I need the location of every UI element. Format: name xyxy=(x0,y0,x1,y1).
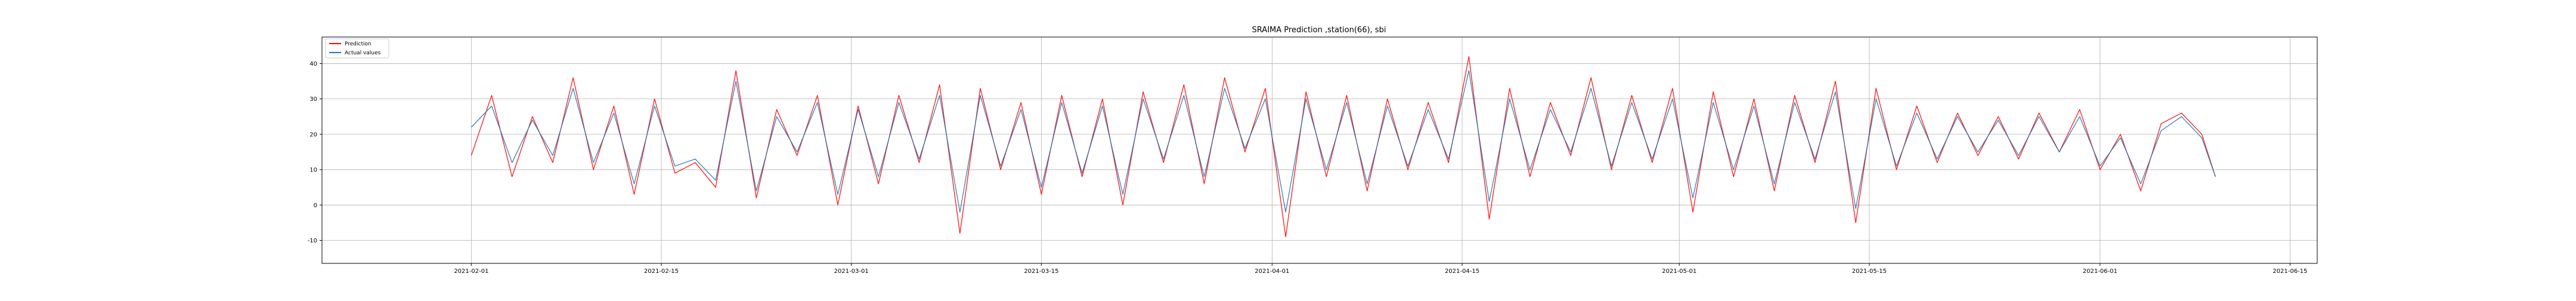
x-tick-label: 2021-05-15 xyxy=(1852,268,1887,275)
x-tick-label: 2021-02-15 xyxy=(644,268,679,275)
x-tick-label: 2021-04-15 xyxy=(1445,268,1479,275)
plot-area-frame xyxy=(321,36,2318,264)
y-tick-label: -10 xyxy=(308,238,317,244)
y-tick-label: 20 xyxy=(309,131,317,138)
y-tick-label: 40 xyxy=(309,61,317,67)
x-tick-label: 2021-03-01 xyxy=(834,268,869,275)
x-axis: 2021-02-01 2021-02-15 2021-03-01 2021-03-15… xyxy=(454,263,2308,275)
x-tick-label: 2021-05-01 xyxy=(1662,268,1696,275)
x-tick-label: 2021-03-15 xyxy=(1024,268,1058,275)
legend-label-prediction: Prediction xyxy=(345,41,371,47)
x-tick-label: 2021-02-01 xyxy=(454,268,488,275)
chart-legend: Prediction Actual values xyxy=(325,38,389,59)
x-tick-label: 2021-06-01 xyxy=(2083,268,2117,275)
chart-title: SRAIMA Prediction ,station(66), sbi xyxy=(1252,26,1386,35)
y-tick-label: 0 xyxy=(314,202,317,209)
y-tick-label: 30 xyxy=(309,96,317,103)
gridlines xyxy=(322,37,2317,263)
y-tick-label: 10 xyxy=(309,167,317,174)
x-tick-label: 2021-06-15 xyxy=(2272,268,2307,275)
legend-box xyxy=(325,38,389,59)
y-axis: -10 0 10 20 30 40 xyxy=(308,61,322,244)
legend-label-actual-values: Actual values xyxy=(345,50,381,56)
x-tick-label: 2021-04-01 xyxy=(1255,268,1289,275)
series-line-actual-values xyxy=(470,70,2216,213)
series-layer xyxy=(470,56,2216,238)
